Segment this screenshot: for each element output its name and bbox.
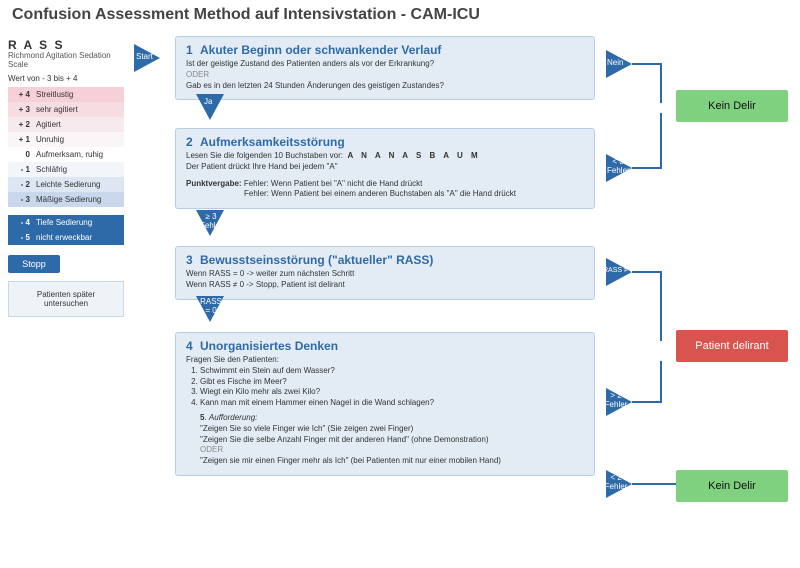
line — [660, 361, 662, 403]
step-4-right2-label: < 2 Fehler — [604, 474, 628, 492]
line — [632, 483, 676, 485]
step-4-q1: Schwimmt ein Stein auf dem Wasser? — [200, 366, 335, 375]
step-2-l1: Lesen Sie die folgenden 10 Buchstaben vo… — [186, 151, 343, 160]
step-4-or: ODER — [200, 445, 584, 456]
step-2-down-label: ≥ 3 Fehler — [200, 213, 222, 231]
rass-scale: + 4Streitlustig+ 3sehr agitiert+ 2Agitie… — [8, 87, 124, 245]
step-3-l1: Wenn RASS = 0 -> weiter zum nächsten Sch… — [186, 269, 584, 280]
rass-heading: R A S S — [8, 38, 124, 52]
rass-row: - 3Mäßige Sedierung — [8, 192, 124, 207]
step-3-head: Bewusstseinsstörung ("aktueller" RASS) — [200, 253, 433, 267]
step-4-q3: Wiegt ein Kilo mehr als zwei Kilo? — [200, 387, 320, 396]
rass-range: Wert von - 3 bis + 4 — [8, 74, 124, 83]
line — [632, 271, 662, 273]
step-1-right-label: Nein — [607, 59, 623, 68]
rass-row: - 5nicht erweckbar — [8, 230, 124, 245]
step-2: 2Aufmerksamkeitsstörung Lesen Sie die fo… — [175, 128, 595, 209]
step-3-down-label: RASS = 0 — [198, 298, 224, 316]
line — [660, 113, 662, 169]
step-4-q5h: Aufforderung: — [209, 413, 257, 422]
line — [632, 401, 662, 403]
step-1: 1Akuter Beginn oder schwankender Verlauf… — [175, 36, 595, 100]
step-4-right1-label: > 2 Fehler — [604, 392, 628, 410]
step-3-right-label: RASS ≠ 0 — [603, 267, 634, 275]
rass-panel: R A S S Richmond Agitation Sedation Scal… — [8, 38, 124, 317]
stopp-box: Stopp — [8, 255, 60, 273]
rass-subtitle: Richmond Agitation Sedation Scale — [8, 52, 124, 70]
step-1-or: ODER — [186, 70, 584, 81]
page-title: Confusion Assessment Method auf Intensiv… — [12, 6, 480, 24]
step-1-head: Akuter Beginn oder schwankender Verlauf — [200, 43, 441, 57]
outcome-no-delir-2: Kein Delir — [676, 470, 788, 502]
line — [632, 167, 662, 169]
step-4-q5b: "Zeigen Sie die selbe Anzahl Finger mit … — [200, 435, 584, 446]
step-2-right-label: < 3 Fehler — [607, 158, 629, 176]
later-box: Patienten später untersuchen — [8, 281, 124, 317]
rass-row: 0Aufmerksam, ruhig — [8, 147, 124, 162]
step-2-pk1: Fehler: Wenn Patient bei "A" nicht die H… — [244, 179, 423, 188]
outcome-delir: Patient delirant — [676, 330, 788, 362]
step-2-letters: A N A N A S B A U M — [347, 151, 480, 160]
step-4: 4Unorganisiertes Denken Fragen Sie den P… — [175, 332, 595, 476]
step-1-l1: Ist der geistige Zustand des Patienten a… — [186, 59, 584, 70]
start-label: Start — [136, 53, 153, 62]
rass-row: - 2Leichte Sedierung — [8, 177, 124, 192]
step-2-pk2: Fehler: Wenn Patient bei einem anderen B… — [244, 189, 584, 200]
rass-row: + 2Agitiert — [8, 117, 124, 132]
rass-row: - 4Tiefe Sedierung — [8, 215, 124, 230]
step-3-l2: Wenn RASS ≠ 0 -> Stopp, Patient ist deli… — [186, 280, 584, 291]
step-4-intro: Fragen Sie den Patienten: — [186, 355, 584, 366]
step-4-q5c: "Zeigen sie mir einen Finger mehr als Ic… — [200, 456, 584, 467]
step-2-pk: Punktvergabe: — [186, 179, 242, 188]
step-4-q2: Gibt es Fische im Meer? — [200, 377, 287, 386]
line — [632, 63, 662, 65]
step-2-head: Aufmerksamkeitsstörung — [200, 135, 345, 149]
outcome-no-delir-1: Kein Delir — [676, 90, 788, 122]
line — [660, 271, 662, 341]
rass-row: + 1Unruhig — [8, 132, 124, 147]
rass-row: + 4Streitlustig — [8, 87, 124, 102]
rass-row: + 3sehr agitiert — [8, 102, 124, 117]
step-1-down-label: Ja — [204, 98, 212, 107]
step-2-l2: Der Patient drückt Ihre Hand bei jedem "… — [186, 162, 584, 173]
line — [660, 63, 662, 103]
step-4-q4: Kann man mit einem Hammer einen Nagel in… — [200, 398, 434, 407]
step-4-q5a: "Zeigen Sie so viele Finger wie Ich" (Si… — [200, 424, 584, 435]
step-1-l2: Gab es in den letzten 24 Stunden Änderun… — [186, 81, 584, 92]
step-3: 3Bewusstseinsstörung ("aktueller" RASS) … — [175, 246, 595, 300]
step-4-head: Unorganisiertes Denken — [200, 339, 338, 353]
rass-row: - 1Schläfrig — [8, 162, 124, 177]
